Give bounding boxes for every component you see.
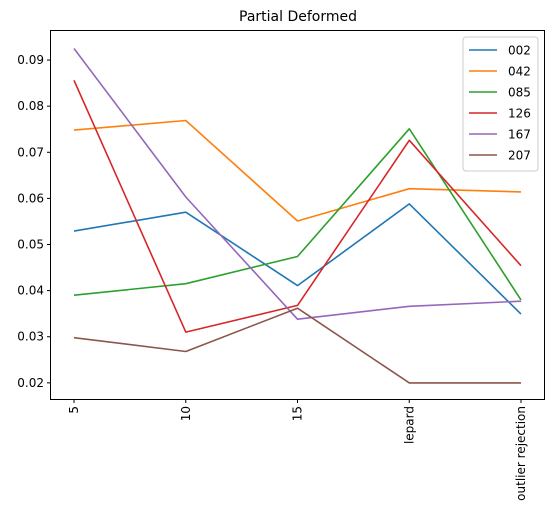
series-line-126 [73, 79, 522, 333]
x-tick-label: 5 [67, 406, 81, 414]
legend-label: 167 [508, 128, 531, 142]
legend-label: 042 [508, 65, 531, 79]
y-tick-label: 0.03 [17, 330, 44, 344]
y-tick-label: 0.09 [17, 53, 44, 67]
y-tick-label: 0.07 [17, 145, 44, 159]
series-line-042 [73, 119, 522, 222]
chart-title: Partial Deformed [239, 9, 357, 25]
y-tick-label: 0.04 [17, 284, 44, 298]
y-tick-label: 0.08 [17, 99, 44, 113]
legend-label: 126 [508, 107, 531, 121]
y-tick-label: 0.06 [17, 191, 44, 205]
series-line-085 [73, 128, 522, 301]
y-tick-label: 0.05 [17, 238, 44, 252]
legend-label: 085 [508, 86, 531, 100]
legend-label: 207 [508, 149, 531, 163]
legend: 002 042 085 126 167 207 [462, 36, 539, 172]
legend-label: 002 [508, 44, 531, 58]
y-axis: 0.02 0.03 0.04 0.05 0.06 0.07 0.08 0.09 [17, 53, 51, 390]
x-tick-label: outlier rejection [514, 406, 528, 501]
x-tick-label: 10 [179, 406, 193, 421]
series-line-207 [73, 307, 521, 384]
series-line-002 [73, 203, 522, 315]
series-line-167 [73, 48, 522, 321]
x-axis: 5 10 15 lepard outlier rejection [67, 399, 528, 501]
series-layer [73, 48, 522, 384]
x-tick-label: lepard [402, 406, 416, 444]
x-tick-label: 15 [291, 406, 305, 421]
y-tick-label: 0.02 [17, 376, 44, 390]
